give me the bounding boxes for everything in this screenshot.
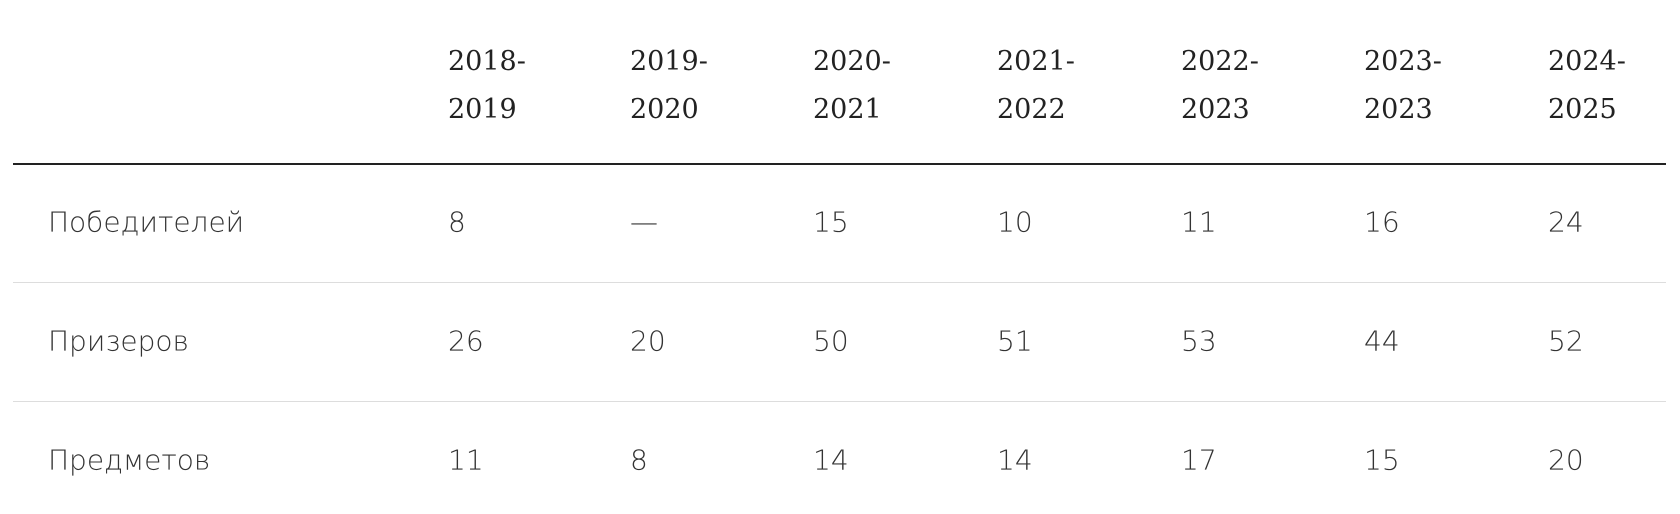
column-header: 2018-2019	[448, 46, 526, 125]
cell-value: 8	[448, 205, 466, 239]
cell-value: —	[630, 205, 658, 239]
cell-value: 14	[997, 443, 1033, 477]
cell-value: 50	[813, 324, 849, 358]
cell-value: 24	[1548, 205, 1584, 239]
cell-value: 44	[1364, 324, 1400, 358]
cell-value: 10	[997, 205, 1033, 239]
cell-value: 20	[1548, 443, 1584, 477]
cell-value: 20	[630, 324, 666, 358]
row-separator	[13, 282, 1666, 283]
cell-value: 15	[1364, 443, 1400, 477]
row-separator	[13, 401, 1666, 402]
column-header: 2023-2023	[1364, 46, 1442, 125]
column-header: 2019-2020	[630, 46, 708, 125]
cell-value: 26	[448, 324, 484, 358]
cell-value: 11	[1181, 205, 1217, 239]
row-label: Призеров	[48, 324, 189, 358]
cell-value: 51	[997, 324, 1033, 358]
header-rule	[13, 163, 1666, 165]
cell-value: 15	[813, 205, 849, 239]
cell-value: 52	[1548, 324, 1584, 358]
cell-value: 17	[1181, 443, 1217, 477]
cell-value: 11	[448, 443, 484, 477]
cell-value: 53	[1181, 324, 1217, 358]
row-label: Предметов	[48, 443, 211, 477]
column-header: 2022-2023	[1181, 46, 1259, 125]
column-header: 2021-2022	[997, 46, 1075, 125]
row-label: Победителей	[48, 205, 245, 239]
column-header: 2024-2025	[1548, 46, 1626, 125]
column-header: 2020-2021	[813, 46, 891, 125]
cell-value: 16	[1364, 205, 1400, 239]
cell-value: 8	[630, 443, 648, 477]
cell-value: 14	[813, 443, 849, 477]
